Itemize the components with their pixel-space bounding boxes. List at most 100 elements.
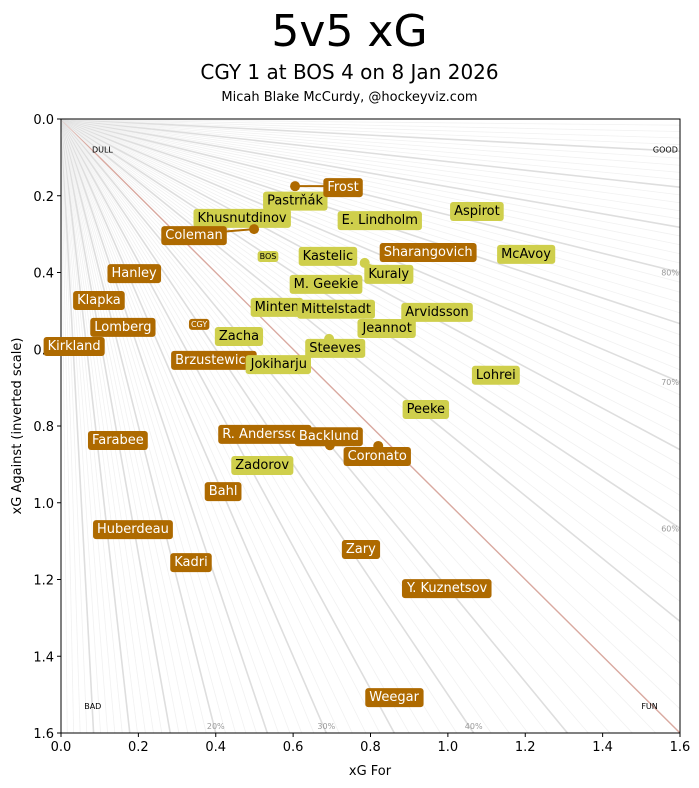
xg-percent-line xyxy=(61,119,303,733)
xg-percent-line xyxy=(61,119,680,204)
player-label: E. Lindholm xyxy=(337,211,422,231)
corner-label-top-left: DULL xyxy=(92,146,113,155)
label-box xyxy=(257,250,279,262)
player-label: Kirkland xyxy=(43,337,105,357)
xg-percent-line xyxy=(61,119,680,710)
label-text: M. Geekie xyxy=(294,277,359,292)
xg-percent-line xyxy=(61,119,116,733)
xg-percent-line xyxy=(61,119,680,173)
label-text: R. Andersson xyxy=(222,427,307,442)
xg-percent-line xyxy=(61,119,680,480)
chart-credit: Micah Blake McCurdy, @hockeyviz.com xyxy=(221,90,478,105)
label-box xyxy=(214,327,264,347)
player-label: Zadorov xyxy=(231,455,294,475)
player-label: Huberdeau xyxy=(93,520,173,540)
player-label: Sharangovich xyxy=(379,243,477,263)
player-label: Zacha xyxy=(214,327,264,347)
label-text: McAvoy xyxy=(501,247,551,262)
xg-percent-line xyxy=(61,119,680,237)
label-text: Kirkland xyxy=(48,339,101,354)
label-text: Steeves xyxy=(309,341,361,356)
label-text: Backlund xyxy=(299,429,359,444)
corner-label-bottom-left: BAD xyxy=(84,702,101,711)
percent-label: 20% xyxy=(207,722,225,731)
xg-percent-line xyxy=(61,119,680,409)
xg-percent-line xyxy=(61,119,68,733)
label-box xyxy=(450,201,504,221)
label-box xyxy=(188,318,210,330)
label-box xyxy=(401,302,473,322)
label-box xyxy=(343,446,411,466)
xg-percent-line xyxy=(61,119,108,733)
xg-percent-line xyxy=(61,119,569,733)
xg-percent-line xyxy=(61,119,680,687)
xg-percent-line xyxy=(61,119,680,664)
player-label: M. Geekie xyxy=(289,274,363,294)
y-tick-label: 0.0 xyxy=(33,113,54,128)
xg-percent-line xyxy=(61,119,680,359)
label-text: Peeke xyxy=(407,402,445,417)
label-box xyxy=(193,208,291,228)
xg-percent-line xyxy=(61,119,146,733)
label-text: CGY xyxy=(191,320,207,329)
percent-label: 80% xyxy=(661,269,679,278)
xg-percent-line xyxy=(61,119,123,733)
label-box xyxy=(471,365,520,385)
player-label: McAvoy xyxy=(497,244,556,264)
xg-percent-line xyxy=(61,119,680,583)
label-box xyxy=(323,178,363,198)
xg-percent-line xyxy=(61,119,680,153)
xg-percent-line xyxy=(61,119,81,733)
x-tick-label: 1.6 xyxy=(670,740,691,755)
label-text: Klapka xyxy=(77,293,121,308)
player-label: Kuraly xyxy=(359,257,414,284)
label-box xyxy=(231,455,294,475)
player-label: Minten xyxy=(250,297,304,317)
player-label: Hanley xyxy=(107,264,162,284)
label-box xyxy=(93,520,173,540)
player-label: Frost xyxy=(290,178,363,198)
label-box xyxy=(357,318,416,338)
xg-percent-line xyxy=(61,119,589,733)
chart-title: 5v5 xG xyxy=(271,6,428,57)
xg-percent-line xyxy=(61,119,353,733)
label-text: Lomberg xyxy=(94,320,151,335)
label-text: Minten xyxy=(255,300,299,315)
chart-subtitle: CGY 1 at BOS 4 on 8 Jan 2026 xyxy=(200,60,499,84)
xg-percent-line xyxy=(61,119,680,255)
player-label: Farabee xyxy=(87,431,148,451)
x-tick-label: 1.2 xyxy=(515,740,536,755)
xg-percent-line xyxy=(61,119,657,733)
label-text: Zary xyxy=(346,542,376,557)
xg-percent-line xyxy=(61,119,680,145)
team-marker-bos: BOS xyxy=(257,250,279,262)
label-text: Frost xyxy=(327,180,358,195)
team-marker-cgy: CGY xyxy=(188,318,210,330)
label-box xyxy=(161,226,227,246)
xg-percent-line xyxy=(61,119,101,733)
xg-percent-line xyxy=(61,119,217,733)
label-text: E. Lindholm xyxy=(342,213,418,228)
xg-percent-line xyxy=(61,119,328,733)
xg-percent-line xyxy=(61,119,680,212)
label-box xyxy=(204,482,242,502)
xg-percent-line xyxy=(61,119,198,733)
plot-area xyxy=(61,119,680,733)
player-label: Bahl xyxy=(204,482,242,502)
player-label: Weegar xyxy=(365,688,424,708)
xg-percent-line xyxy=(61,119,680,303)
percent-label: 40% xyxy=(465,722,483,731)
label-text: Farabee xyxy=(92,433,144,448)
label-text: Brzustewicz xyxy=(175,353,253,368)
label-box xyxy=(402,399,450,419)
xg-percent-line xyxy=(61,119,75,733)
player-label: Lomberg xyxy=(90,317,156,337)
label-text: Kastelic xyxy=(303,249,354,264)
x-tick-label: 0.4 xyxy=(205,740,226,755)
xg-percent-line xyxy=(61,119,207,733)
label-text: Y. Kuznetsov xyxy=(406,581,488,596)
label-box xyxy=(289,274,363,294)
player-label: Kastelic xyxy=(298,246,358,266)
label-box xyxy=(294,427,363,447)
